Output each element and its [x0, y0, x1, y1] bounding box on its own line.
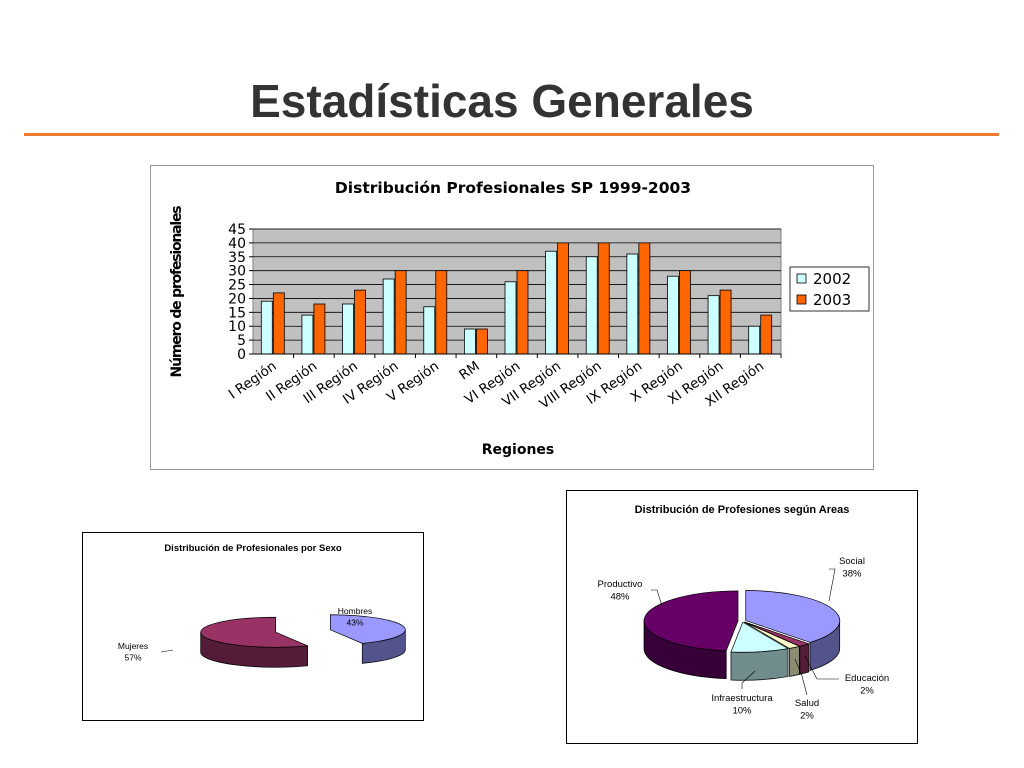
hombres-label: Hombres: [338, 606, 372, 616]
social-percent: 38%: [842, 569, 862, 580]
bar-chart-title: Distribución Profesionales SP 1999-2003: [335, 179, 691, 197]
bar-2003-3: [394, 270, 407, 355]
bar-2002-10: [667, 275, 679, 355]
bar-2003-4: [435, 270, 448, 355]
y-tick-label: 25: [228, 278, 246, 294]
bar-2002-12: [748, 325, 761, 355]
productivo-percent: 48%: [610, 592, 630, 603]
bar-chart-panel: Distribución Profesionales SP 1999-2003 …: [150, 165, 874, 470]
bar-2003-8: [597, 242, 610, 355]
legend-swatch-2002: [796, 273, 807, 284]
bar-2002-2: [342, 303, 354, 355]
bar-2002-8: [585, 256, 598, 355]
area-pie-panel: Distribución de Profesiones según Areas …: [566, 490, 918, 744]
y-tick-label: 40: [228, 236, 246, 252]
bar-chart: Distribución Profesionales SP 1999-2003 …: [169, 179, 870, 458]
legend-swatch-2003: [796, 294, 807, 305]
bar-2002-6: [504, 281, 517, 355]
educacion-leader-line: [804, 655, 839, 680]
bar-chart-legend: 2002 2003: [789, 266, 870, 312]
title-rule: [24, 133, 999, 136]
hombres-percent: 43%: [346, 618, 363, 628]
bar-2003-2: [354, 289, 366, 355]
pie-side-infraestructura: [730, 648, 789, 681]
pie-slice-productivo: [643, 590, 739, 652]
bar-2002-9: [626, 253, 639, 355]
pie-side-salud: [789, 645, 800, 677]
pie-slice-social: [745, 590, 841, 643]
y-tick-label: 45: [228, 222, 246, 238]
infraestructura-label: Infraestructura: [711, 693, 773, 704]
bar-2003-12: [760, 314, 773, 355]
bar-2002-4: [423, 306, 436, 355]
y-tick-label: 20: [228, 291, 246, 307]
sex-pie-panel: Distribución de Profesionales por Sexo H…: [82, 532, 424, 721]
mujeres-label: Mujeres: [118, 641, 148, 651]
bar-2002-7: [545, 250, 558, 355]
bar-2003-10: [679, 270, 691, 355]
legend-label-2002: 2002: [813, 270, 851, 288]
mujeres-percent: 57%: [124, 653, 141, 663]
y-tick-label: 30: [228, 264, 246, 280]
salud-percent: 2%: [800, 711, 814, 722]
y-tick-label: 5: [237, 333, 246, 349]
pie-slice-mujeres: [200, 616, 308, 648]
y-tick-label: 15: [228, 305, 246, 321]
y-tick-label: 10: [228, 319, 246, 335]
bar-chart-y-axis-label: Número de profesionales: [169, 206, 185, 378]
bar-2003-7: [557, 242, 570, 355]
area-pie-plot: Social 38% Educación 2% Salud 2% Infraestructu…: [598, 556, 890, 722]
area-pie-title: Distribución de Profesiones según Areas: [635, 504, 850, 516]
bar-2003-9: [638, 242, 651, 355]
y-tick-label: 35: [228, 250, 246, 266]
pie-slice-infraestructura: [730, 621, 790, 653]
legend-label-2003: 2003: [813, 291, 851, 309]
social-leader-line: [828, 568, 836, 602]
pie-side-educación: [799, 643, 810, 675]
bar-2002-11: [707, 295, 720, 355]
bar-2003-6: [516, 270, 529, 355]
infraestructura-percent: 10%: [732, 706, 752, 717]
bar-2003-5: [475, 328, 488, 355]
sex-pie-chart: Distribución de Profesionales por Sexo H…: [118, 543, 406, 668]
bar-2003-0: [272, 292, 285, 355]
productivo-label: Productivo: [598, 579, 643, 590]
area-pie-chart: Distribución de Profesiones según Areas …: [598, 504, 890, 722]
pie-slice-salud: [743, 621, 801, 649]
pie-slice-hombres: [329, 614, 406, 644]
bar-chart-x-axis-label: Regiones: [482, 442, 555, 458]
y-tick-label: 0: [237, 347, 246, 363]
social-label: Social: [839, 556, 865, 567]
educacion-percent: 2%: [860, 686, 874, 697]
sex-pie-plot: Hombres 43% Mujeres 57%: [118, 606, 406, 668]
x-tick-label: RM: [456, 358, 482, 383]
bar-2003-11: [719, 289, 732, 355]
salud-leader-line: [794, 658, 808, 696]
productivo-leader-line: [651, 589, 663, 607]
sex-pie-title: Distribución de Profesionales por Sexo: [164, 543, 342, 554]
educacion-label: Educación: [845, 673, 889, 684]
bar-2002-5: [463, 328, 476, 355]
infraestructura-leader-line: [741, 670, 756, 689]
bar-2002-1: [301, 314, 314, 355]
bar-2003-1: [313, 303, 326, 355]
bar-2002-3: [382, 278, 395, 355]
slide-title: Estadísticas Generales: [250, 75, 754, 127]
mujeres-leader-line: [160, 649, 174, 653]
bar-2002-0: [260, 300, 273, 355]
salud-label: Salud: [795, 698, 819, 709]
